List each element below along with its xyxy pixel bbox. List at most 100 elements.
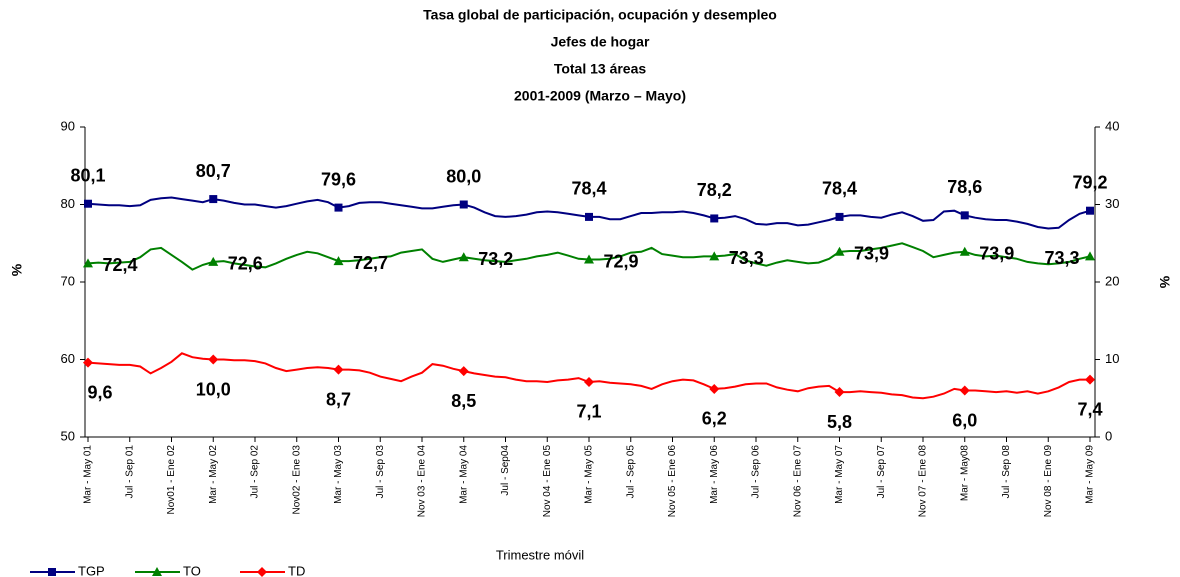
x-tick-label: Nov02 - Ene 03 (291, 445, 302, 515)
x-tick-label: Jul - Sep 05 (625, 445, 636, 499)
marker (208, 354, 219, 365)
data-label: 73,3 (729, 248, 764, 268)
y2-tick-label: 10 (1105, 351, 1119, 366)
legend-label: TO (183, 563, 201, 577)
marker (959, 246, 970, 256)
data-label: 80,7 (196, 161, 231, 181)
marker (834, 387, 845, 398)
marker (83, 357, 93, 368)
x-tick-label: Mar - May 02 (208, 445, 219, 504)
x-axis-label: Trimestre móvil (496, 547, 584, 562)
y-tick-label: 80 (61, 196, 75, 211)
marker (458, 366, 469, 377)
x-tick-label: Nov 05 - Ene 06 (667, 445, 678, 518)
chart-subtitle: Jefes de hogar (551, 34, 650, 50)
marker (584, 254, 594, 264)
data-label: 9,6 (87, 382, 112, 402)
x-tick-label: Jul - Sep 01 (124, 445, 135, 499)
x-tick-label: Mar - May08 (959, 445, 970, 502)
x-tick-label: Mar - May 09 (1085, 445, 1096, 504)
data-label: 72,4 (102, 255, 137, 275)
x-tick-label: Nov01 - Ene 02 (166, 445, 177, 515)
x-tick-label: Jul - Sep 08 (1001, 445, 1012, 499)
marker (459, 200, 468, 209)
marker (1085, 374, 1095, 385)
y-tick-label: 60 (61, 351, 75, 366)
data-label: 7,1 (576, 402, 601, 422)
marker (585, 212, 593, 221)
marker (333, 364, 344, 375)
marker (834, 246, 845, 256)
x-tick-label: Mar - May 03 (333, 445, 344, 504)
marker (458, 252, 469, 262)
x-tick-label: Mar - May 06 (709, 445, 720, 504)
x-tick-label: Mar - May 01 (83, 445, 94, 504)
x-tick-label: Jul - Sep 03 (375, 445, 386, 499)
marker (333, 256, 344, 266)
y-tick-label: 90 (61, 118, 75, 133)
marker (710, 214, 719, 223)
x-tick-label: Nov 08 - Ene 09 (1043, 445, 1054, 518)
x-tick-label: Nov 06 - Ene 07 (792, 445, 803, 518)
x-tick-label: Nov 07 - Ene 08 (918, 445, 929, 518)
data-label: 80,0 (446, 166, 481, 186)
data-label: 80,1 (70, 165, 105, 185)
data-label: 5,8 (827, 412, 852, 432)
y2-axis-label: % (1157, 275, 1173, 288)
x-tick-label: Jul - Sep 07 (876, 445, 887, 499)
marker (208, 256, 219, 266)
chart-subtitle: 2001-2009 (Marzo – Mayo) (514, 88, 686, 104)
marker (334, 203, 343, 212)
data-label: 10,0 (196, 379, 231, 399)
marker (1085, 251, 1095, 261)
data-label: 78,6 (947, 177, 982, 197)
data-label: 73,3 (1044, 248, 1079, 268)
marker (960, 211, 969, 220)
chart-title: Tasa global de participación, ocupación … (423, 7, 777, 23)
marker (1086, 206, 1094, 215)
data-label: 79,2 (1072, 172, 1107, 192)
legend-marker (152, 567, 162, 576)
data-label: 6,2 (702, 409, 727, 429)
y-tick-label: 70 (61, 273, 75, 288)
legend-marker (48, 568, 56, 576)
y-axis-label: % (9, 263, 25, 276)
legend-marker (257, 567, 267, 577)
data-label: 72,6 (228, 254, 263, 274)
x-tick-label: Mar - May 04 (458, 445, 469, 504)
data-label: 72,9 (603, 251, 638, 271)
legend-label: TGP (78, 563, 105, 577)
x-tick-label: Nov 03 - Ene 04 (417, 445, 428, 518)
data-label: 8,7 (326, 389, 351, 409)
y-tick-label: 50 (61, 428, 75, 443)
marker (83, 258, 93, 268)
marker (209, 195, 218, 204)
x-tick-label: Mar - May 07 (834, 445, 845, 504)
data-label: 79,6 (321, 169, 356, 189)
y2-tick-label: 40 (1105, 118, 1119, 133)
data-label: 6,0 (952, 410, 977, 430)
data-label: 7,4 (1077, 399, 1102, 419)
x-tick-label: Jul - Sep 06 (751, 445, 762, 499)
chart-subtitle: Total 13 áreas (554, 61, 647, 77)
data-label: 73,2 (478, 249, 513, 269)
data-label: 73,9 (854, 244, 889, 264)
legend-label: TD (288, 563, 305, 577)
series-line (87, 352, 1090, 400)
data-label: 73,9 (979, 244, 1014, 264)
marker (835, 212, 844, 221)
data-label: 72,7 (353, 253, 388, 273)
x-tick-label: Nov 04 - Ene 05 (542, 445, 553, 518)
y2-tick-label: 30 (1105, 196, 1119, 211)
marker (84, 199, 92, 208)
x-tick-label: Jul - Sep 02 (250, 445, 261, 499)
marker (709, 251, 720, 261)
data-label: 78,4 (822, 179, 857, 199)
marker (709, 383, 720, 394)
marker (959, 385, 970, 396)
marker (584, 376, 594, 387)
x-tick-label: Jul - Sep04 (500, 445, 511, 496)
data-label: 78,2 (697, 180, 732, 200)
data-label: 8,5 (451, 391, 476, 411)
